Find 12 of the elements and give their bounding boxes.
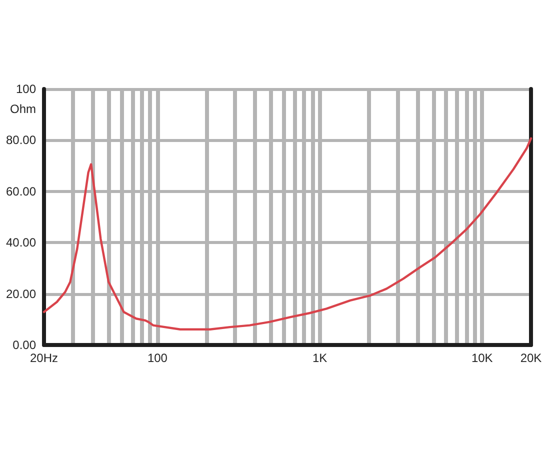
- x-tick-label: 20Hz: [30, 351, 58, 365]
- x-tick-label: 10K: [471, 351, 493, 365]
- y-tick-label: 0.00: [12, 338, 36, 352]
- y-tick-label: 80.00: [6, 133, 36, 148]
- y-tick-label: 20.00: [6, 286, 36, 301]
- y-tick-label: 40.00: [6, 236, 36, 250]
- x-tick-label: 1K: [312, 351, 328, 365]
- y-tick-label: 100: [16, 82, 36, 96]
- x-tick-label: 20K: [520, 351, 542, 365]
- y-axis-title: Ohm: [10, 102, 36, 116]
- x-tick-label: 100: [147, 351, 168, 365]
- y-tick-label: 60.00: [6, 184, 36, 198]
